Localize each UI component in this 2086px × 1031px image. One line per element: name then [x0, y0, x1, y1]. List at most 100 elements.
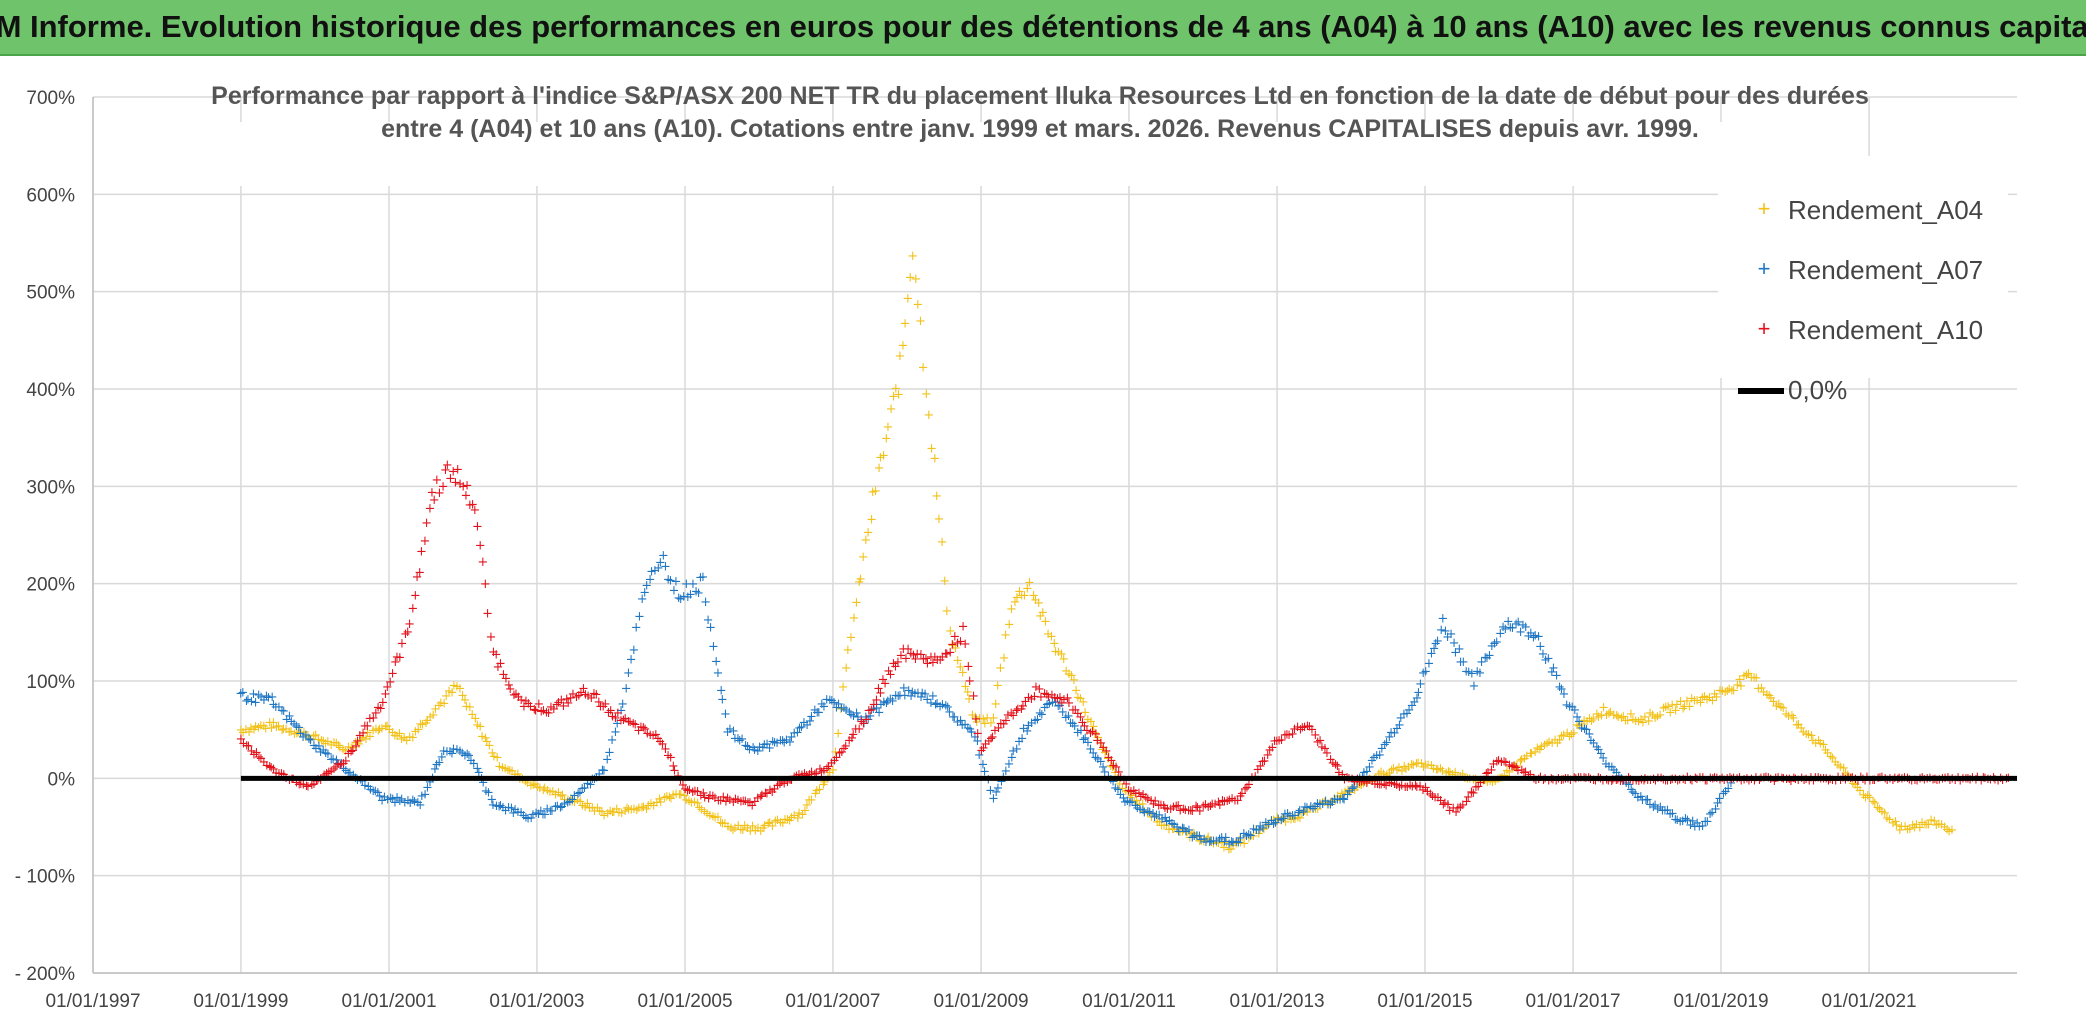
- data-point: +: [538, 704, 549, 719]
- data-point: +: [948, 710, 959, 725]
- data-point: +: [1660, 700, 1671, 715]
- data-point: +: [1263, 817, 1274, 832]
- data-point: +: [466, 753, 477, 768]
- data-point: +: [614, 805, 625, 820]
- data-point: +: [1018, 699, 1029, 714]
- data-point: +: [1040, 615, 1051, 630]
- data-point: +: [289, 727, 300, 742]
- data-point: +: [952, 715, 963, 730]
- data-point: +: [1894, 823, 1905, 838]
- data-point: +: [400, 627, 411, 642]
- data-point: +: [1511, 617, 1522, 632]
- data-point: +: [1117, 782, 1128, 797]
- data-point: +: [498, 800, 509, 815]
- data-point: +: [612, 706, 623, 721]
- data-point: +: [599, 808, 610, 823]
- data-point: +: [547, 804, 558, 819]
- data-point: +: [1278, 812, 1289, 827]
- data-point: +: [1137, 797, 1148, 812]
- data-point: +: [687, 577, 698, 592]
- data-point: +: [1810, 736, 1821, 751]
- data-point: +: [980, 737, 991, 752]
- data-point: +: [1638, 715, 1649, 730]
- data-point: +: [589, 687, 600, 702]
- data-point: +: [1813, 733, 1824, 748]
- data-point: +: [1586, 714, 1597, 729]
- data-point: +: [572, 793, 583, 808]
- data-point: +: [1718, 787, 1729, 802]
- data-point: +: [1564, 730, 1575, 745]
- data-point: +: [326, 738, 337, 753]
- data-point: +: [407, 602, 418, 617]
- data-point: +: [687, 785, 698, 800]
- data-point: +: [1339, 792, 1350, 807]
- data-point: +: [932, 697, 943, 712]
- data-point: +: [663, 573, 674, 588]
- data-point: +: [1616, 711, 1627, 726]
- data-point: +: [799, 804, 810, 819]
- data-point: +: [781, 733, 792, 748]
- data-point: +: [650, 727, 661, 742]
- data-point: +: [556, 693, 567, 708]
- data-point: +: [804, 793, 815, 808]
- data-point: +: [1217, 793, 1228, 808]
- data-point: +: [974, 748, 985, 763]
- data-point: +: [1484, 648, 1495, 663]
- data-point: +: [1722, 684, 1733, 699]
- data-point: +: [740, 794, 751, 809]
- data-point: +: [1847, 776, 1858, 791]
- data-point: +: [373, 723, 384, 738]
- data-point: +: [883, 664, 894, 679]
- data-point: +: [488, 798, 499, 813]
- data-point: +: [1092, 752, 1103, 767]
- data-point: +: [818, 700, 829, 715]
- data-point: +: [1398, 707, 1409, 722]
- data-point: +: [964, 674, 975, 689]
- data-point: +: [1111, 760, 1122, 775]
- data-point: +: [976, 744, 987, 759]
- data-point: +: [1237, 786, 1248, 801]
- data-point: +: [1210, 797, 1221, 812]
- data-point: +: [978, 758, 989, 773]
- data-point: +: [1191, 829, 1202, 844]
- data-point: +: [907, 685, 918, 700]
- data-point: +: [1107, 760, 1118, 775]
- data-point: +: [1447, 767, 1458, 782]
- data-point: +: [331, 753, 342, 768]
- data-point: +: [874, 461, 885, 476]
- data-point: +: [565, 691, 576, 706]
- data-point: +: [1213, 836, 1224, 851]
- data-point: +: [705, 788, 716, 803]
- data-point: +: [564, 795, 575, 810]
- data-point: +: [851, 595, 862, 610]
- data-point: +: [1078, 695, 1089, 710]
- data-point: +: [1392, 763, 1403, 778]
- data-point: +: [905, 271, 916, 286]
- data-point: +: [1241, 829, 1252, 844]
- data-point: +: [737, 732, 748, 747]
- data-point: +: [1633, 774, 1644, 789]
- data-point: +: [460, 693, 471, 708]
- data-point: +: [1106, 754, 1117, 769]
- data-point: +: [1231, 835, 1242, 850]
- data-point: +: [628, 643, 639, 658]
- data-point: +: [457, 689, 468, 704]
- data-point: +: [360, 732, 371, 747]
- data-point: +: [1807, 734, 1818, 749]
- data-point: +: [1255, 759, 1266, 774]
- data-point: +: [1006, 751, 1017, 766]
- data-point: +: [971, 715, 982, 730]
- data-point: +: [500, 762, 511, 777]
- data-point: +: [618, 713, 629, 728]
- data-point: +: [389, 729, 400, 744]
- data-point: +: [722, 791, 733, 806]
- data-point: +: [1099, 765, 1110, 780]
- x-tick-label: 01/01/2013: [1230, 991, 1325, 1012]
- data-point: +: [1381, 768, 1392, 783]
- data-point: +: [461, 699, 472, 714]
- data-point: +: [1536, 739, 1547, 754]
- data-point: +: [1499, 768, 1510, 783]
- data-point: +: [1078, 732, 1089, 747]
- data-point: +: [1036, 708, 1047, 723]
- data-point: +: [675, 592, 686, 607]
